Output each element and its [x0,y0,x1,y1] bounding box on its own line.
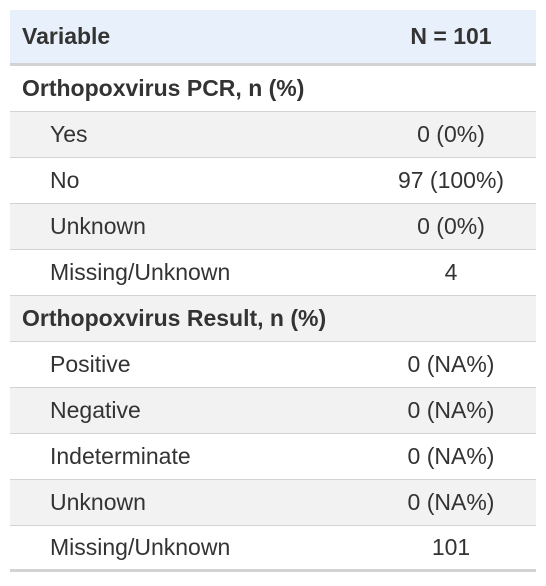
row-label: Positive [50,351,131,377]
n-column-header: N = 101 [410,23,492,49]
row-value: 0 (0%) [417,121,485,147]
table-row: Missing/Unknown 4 [10,250,536,296]
row-value: 4 [444,259,458,285]
row-value: 0 (NA%) [407,443,495,469]
table-row: Negative 0 (NA%) [10,388,536,434]
table-row: Missing/Unknown 101 [10,526,536,572]
row-value: 0 (NA%) [407,489,495,515]
section-title: Orthopoxvirus Result, n (%) [22,305,327,331]
row-value: 0 (0%) [417,213,485,239]
table-row: Indeterminate 0 (NA%) [10,434,536,480]
table-row: Yes 0 (0%) [10,112,536,158]
table-row: Unknown 0 (NA%) [10,480,536,526]
row-label: Unknown [50,213,146,239]
row-value: 0 (NA%) [407,351,495,377]
section-title: Orthopoxvirus PCR, n (%) [22,75,305,101]
section-header-result: Orthopoxvirus Result, n (%) [10,296,536,342]
row-label: No [50,167,80,193]
row-value: 0 (NA%) [407,397,495,423]
row-value: 101 [431,534,471,560]
row-label: Indeterminate [50,443,191,469]
row-label: Unknown [50,489,146,515]
row-value: 97 (100%) [397,167,505,193]
table-row: Unknown 0 (0%) [10,204,536,250]
row-label: Yes [50,121,88,147]
table-header: Variable N = 101 [10,10,536,66]
table-row: No 97 (100%) [10,158,536,204]
table-row: Positive 0 (NA%) [10,342,536,388]
section-header-pcr: Orthopoxvirus PCR, n (%) [10,66,536,112]
row-label: Negative [50,397,141,423]
row-label: Missing/Unknown [50,259,231,285]
variable-column-header: Variable [22,23,111,49]
row-label: Missing/Unknown [50,534,231,560]
summary-table: Variable N = 101 Orthopoxvirus PCR, n (%… [10,10,536,572]
